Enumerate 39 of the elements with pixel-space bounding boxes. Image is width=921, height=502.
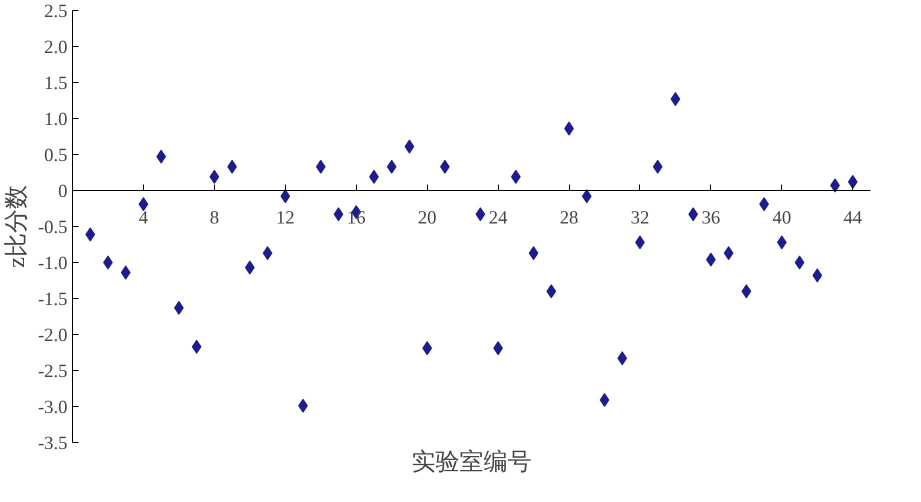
point xyxy=(652,160,663,174)
y-tick-label: -2.5 xyxy=(38,361,68,382)
point xyxy=(103,256,113,270)
y-tick-label: -3.0 xyxy=(38,397,68,418)
point xyxy=(617,351,628,366)
point xyxy=(120,266,131,280)
y-tick-label: -0.5 xyxy=(38,217,68,238)
x-axis-title: 实验室编号 xyxy=(412,448,532,476)
x-tick-label: 36 xyxy=(702,208,720,228)
point xyxy=(85,227,96,242)
point xyxy=(582,189,592,204)
y-tick-label: -2.0 xyxy=(38,325,68,346)
x-tick-label: 40 xyxy=(772,208,792,228)
y-tick-label: -3.5 xyxy=(38,433,68,454)
x-tick-label: 44 xyxy=(843,208,863,228)
x-tick-label: 16 xyxy=(346,208,366,228)
point xyxy=(812,268,822,282)
point xyxy=(848,174,858,189)
point xyxy=(794,256,804,270)
y-tick-label: 1.5 xyxy=(44,73,68,94)
x-tick-label: 32 xyxy=(630,208,650,228)
x-tick-label: 12 xyxy=(276,208,295,228)
y-tick-label: 2.5 xyxy=(44,1,68,22)
y-tick-label: 0.5 xyxy=(44,145,68,166)
x-tick-label: 4 xyxy=(138,208,149,228)
y-tick-label: -1.5 xyxy=(38,289,68,310)
x-tick-label: 24 xyxy=(488,208,508,228)
x-tick-label: 20 xyxy=(418,208,436,228)
y-axis-title: z比分数 xyxy=(4,185,30,268)
point xyxy=(546,284,556,298)
point xyxy=(316,160,326,174)
point xyxy=(280,189,290,204)
y-tick-label: 0 xyxy=(58,181,68,202)
y-tick-label: 1.0 xyxy=(44,109,68,130)
x-tick-label: 8 xyxy=(210,208,220,228)
x-tick-label: 28 xyxy=(560,208,578,228)
y-tick-label: 2.0 xyxy=(44,37,68,58)
y-tick-label: -1.0 xyxy=(38,253,68,274)
point xyxy=(386,160,397,174)
